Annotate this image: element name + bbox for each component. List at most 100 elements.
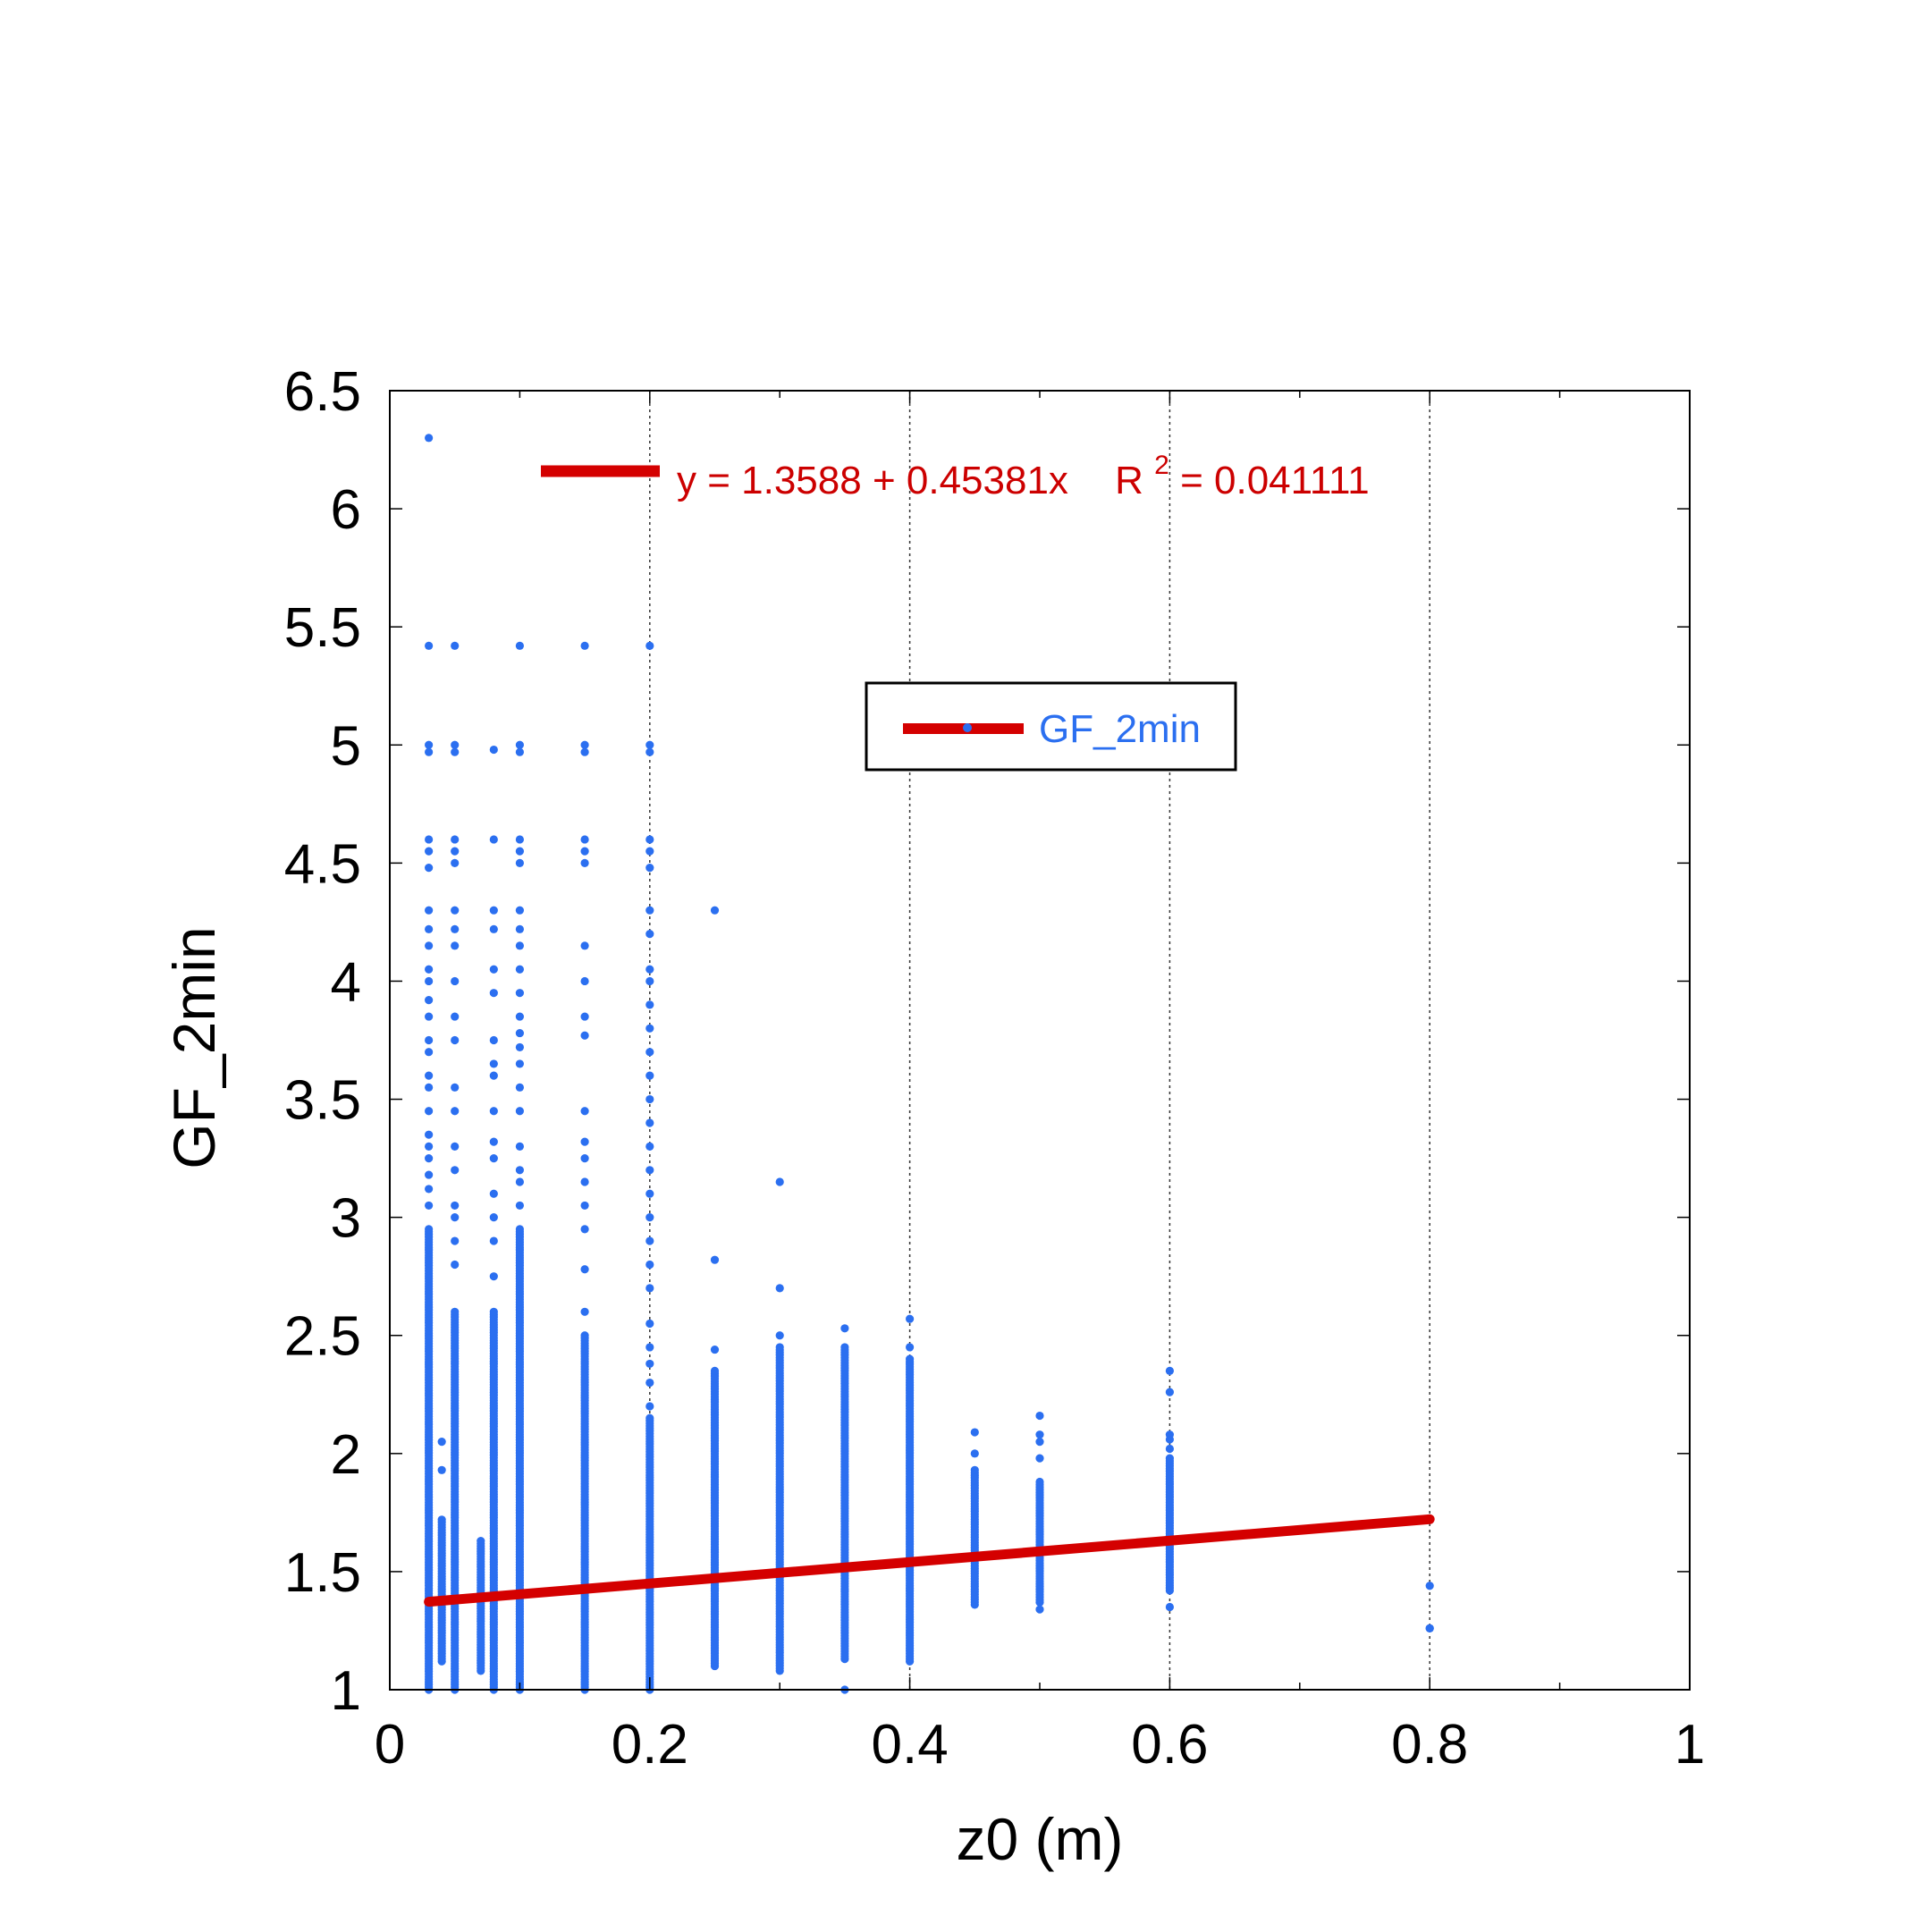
- data-point: [425, 1035, 434, 1045]
- data-point: [425, 995, 434, 1005]
- data-point: [645, 930, 654, 939]
- data-point: [580, 1177, 589, 1186]
- data-point: [970, 1428, 979, 1437]
- data-point: [645, 1166, 654, 1175]
- data-point: [515, 847, 525, 856]
- data-point: [425, 1142, 434, 1151]
- data-point: [425, 1107, 434, 1116]
- axis-ticks: 0 0.2 0.4 0.6 0.8 1 1 1.5 2 2.5 3 3.5 4 4.5 5 5.5 6 6.5: [284, 361, 1705, 1776]
- data-point: [1165, 1366, 1174, 1375]
- y-axis-label: GF_2min: [161, 926, 227, 1168]
- data-point: [489, 965, 498, 974]
- data-point: [645, 747, 654, 756]
- data-point: [489, 906, 498, 915]
- data-point: [515, 1028, 525, 1038]
- data-point: [580, 847, 589, 856]
- data-point: [580, 1225, 589, 1234]
- data-point: [515, 835, 525, 844]
- data-point: [1035, 1605, 1044, 1614]
- data-point: [425, 1130, 434, 1139]
- data-point: [451, 924, 460, 933]
- data-point: [451, 1201, 460, 1211]
- data-point: [645, 740, 654, 749]
- data-point: [515, 1177, 525, 1186]
- data-point: [515, 858, 525, 867]
- data-point: [1035, 1454, 1044, 1463]
- data-point: [515, 1166, 525, 1175]
- data-point: [840, 1343, 849, 1352]
- data-point: [425, 1048, 434, 1057]
- data-point: [489, 1189, 498, 1198]
- data-point: [1165, 1388, 1174, 1396]
- data-point: [580, 1031, 589, 1040]
- data-point: [515, 1059, 525, 1068]
- data-point: [425, 1153, 434, 1163]
- data-point: [580, 1137, 589, 1146]
- data-point: [1035, 1438, 1044, 1447]
- data-point: [425, 1071, 434, 1080]
- data-point: [425, 924, 434, 933]
- data-point: [580, 1012, 589, 1021]
- data-point: [451, 1083, 460, 1092]
- data-point: [437, 1515, 446, 1524]
- data-point: [645, 1094, 654, 1104]
- x-tick-label: 0.6: [1131, 1714, 1208, 1776]
- data-point: [1165, 1430, 1174, 1439]
- data-point: [425, 1185, 434, 1194]
- data-point: [425, 434, 434, 443]
- y-tick-label: 4: [331, 951, 361, 1013]
- data-point: [425, 747, 434, 756]
- legend: GF_2min: [865, 681, 1237, 772]
- data-point: [645, 1000, 654, 1009]
- data-point: [451, 906, 460, 915]
- data-point: [580, 747, 589, 756]
- data-point: [515, 1201, 525, 1211]
- data-point: [515, 1107, 525, 1116]
- data-point: [425, 641, 434, 650]
- data-point: [775, 1177, 784, 1186]
- y-tick-label: 4.5: [284, 833, 361, 895]
- data-point: [489, 989, 498, 998]
- regression-line: [424, 1514, 1435, 1607]
- data-point: [645, 1284, 654, 1293]
- data-point: [645, 847, 654, 856]
- data-point: [425, 740, 434, 749]
- y-tick-label: 1.5: [284, 1542, 361, 1604]
- data-point: [489, 1035, 498, 1045]
- fit-annotation: y = 1.3588 + 0.45381x R 2 = 0.041111: [541, 451, 1370, 502]
- data-point: [489, 1071, 498, 1080]
- data-point: [515, 906, 525, 915]
- data-point: [580, 740, 589, 749]
- data-point: [515, 641, 525, 650]
- data-point: [645, 641, 654, 650]
- data-point: [437, 1465, 446, 1474]
- data-point: [489, 1107, 498, 1116]
- data-point: [1035, 1430, 1044, 1439]
- data-point: [451, 976, 460, 986]
- data-point: [451, 941, 460, 950]
- fit-r2-label: R: [1115, 459, 1143, 502]
- data-point: [515, 747, 525, 756]
- data-point: [451, 1142, 460, 1151]
- x-tick-label: 0.8: [1391, 1714, 1468, 1776]
- data-point: [775, 1331, 784, 1340]
- data-point: [580, 1107, 589, 1116]
- x-tick-label: 0.4: [871, 1714, 948, 1776]
- data-point: [645, 835, 654, 844]
- y-tick-label: 6.5: [284, 361, 361, 423]
- data-point: [1035, 1477, 1044, 1487]
- fit-equation-text: y = 1.3588 + 0.45381x: [677, 459, 1068, 502]
- data-point: [451, 847, 460, 856]
- data-point: [451, 1236, 460, 1245]
- data-point: [645, 976, 654, 986]
- data-point: [515, 941, 525, 950]
- data-point: [645, 1413, 654, 1422]
- data-point: [451, 1012, 460, 1021]
- data-point: [645, 1142, 654, 1151]
- data-point: [1165, 1602, 1174, 1612]
- data-point: [645, 1378, 654, 1388]
- data-point: [645, 906, 654, 915]
- data-point: [906, 1354, 915, 1363]
- data-point: [645, 1213, 654, 1222]
